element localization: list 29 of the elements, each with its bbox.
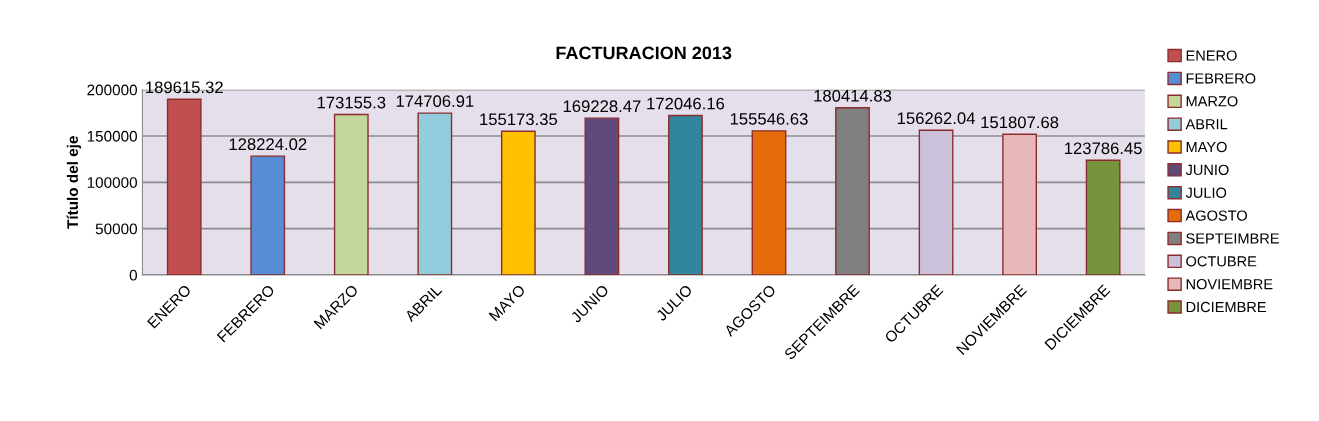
data-label: 123786.45 (1065, 142, 1142, 155)
data-label: 151807.68 (981, 116, 1059, 129)
legend-label: SEPTEIMBRE (1186, 233, 1279, 244)
data-label: 174706.91 (396, 95, 474, 108)
y-tick-label: 0 (129, 269, 137, 281)
legend-label: MAYO (1186, 141, 1227, 153)
y-tick-label: 150000 (87, 130, 137, 142)
data-label: 180414.83 (814, 89, 892, 102)
legend-label: JULIO (1185, 187, 1227, 198)
legend-label: OCTUBRE (1186, 256, 1257, 267)
y-tick-label: 100000 (87, 177, 137, 188)
legend-label: ENERO (1186, 50, 1237, 61)
y-axis-title: Título del eje (66, 136, 82, 229)
data-label: 169228.47 (563, 100, 641, 113)
legend-label: ABRIL (1185, 119, 1228, 130)
y-tick-label: 200000 (87, 84, 137, 96)
data-label: 156262.04 (897, 112, 975, 125)
chart-title: FACTURACION 2013 (556, 46, 732, 60)
y-tick-label: 50000 (95, 223, 137, 235)
legend-label: FEBRERO (1186, 73, 1256, 84)
data-label: 172046.16 (647, 97, 725, 110)
legend-label: JUNIO (1185, 164, 1229, 176)
data-label: 155546.63 (730, 112, 808, 125)
data-label: 128224.02 (229, 138, 307, 151)
data-label: 173155.3 (317, 96, 386, 109)
legend-label: AGOSTO (1185, 210, 1247, 221)
data-label: 155173.35 (480, 113, 558, 126)
legend-label: MARZO (1186, 96, 1238, 107)
data-label: 189615.32 (146, 81, 223, 94)
